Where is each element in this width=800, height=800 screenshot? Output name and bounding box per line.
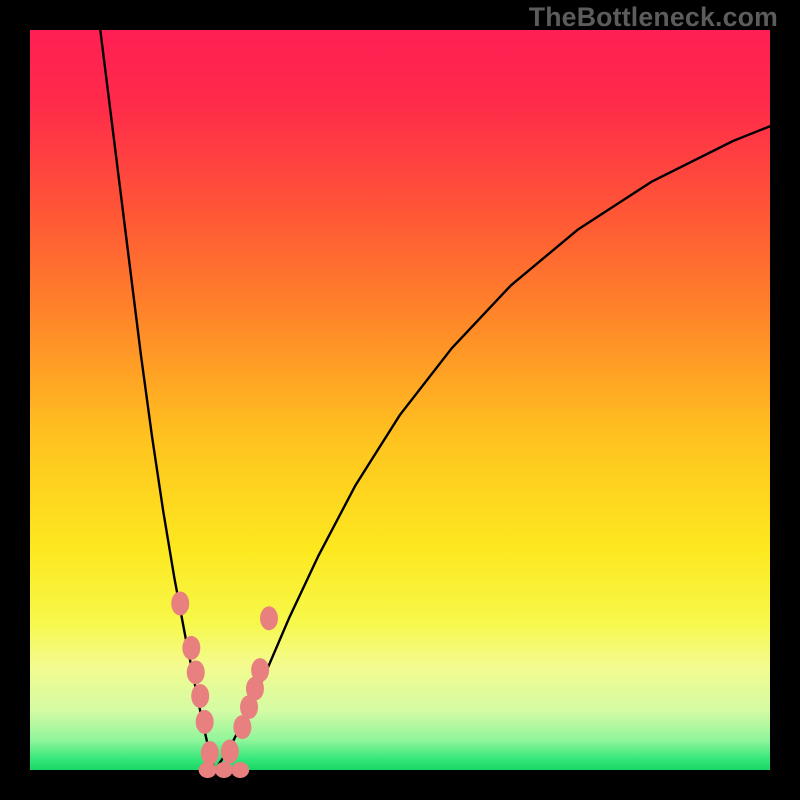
- bottleneck-curve: [215, 126, 770, 770]
- data-bead: [260, 606, 278, 630]
- data-bead: [231, 762, 249, 778]
- data-bead: [171, 592, 189, 616]
- data-bead: [201, 741, 219, 765]
- data-bead: [182, 636, 200, 660]
- chart-frame: TheBottleneck.com: [0, 0, 800, 800]
- watermark-text: TheBottleneck.com: [529, 2, 778, 33]
- curves-layer: [30, 30, 770, 770]
- data-bead: [251, 658, 269, 682]
- bottleneck-curve: [100, 30, 215, 770]
- data-bead: [196, 710, 214, 734]
- data-bead: [199, 762, 217, 778]
- data-bead: [187, 660, 205, 684]
- plot-area: [30, 30, 770, 770]
- data-bead: [191, 684, 209, 708]
- data-bead: [221, 740, 239, 764]
- data-bead: [215, 762, 233, 778]
